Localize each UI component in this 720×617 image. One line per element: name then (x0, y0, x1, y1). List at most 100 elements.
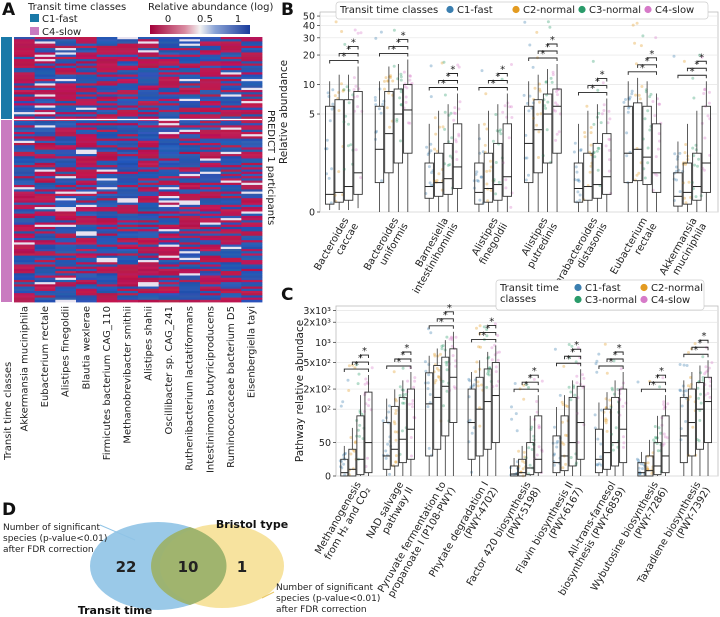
heatmap-cell (34, 251, 56, 254)
heatmap-cell (158, 218, 180, 221)
heatmap-cell (200, 202, 222, 206)
heatmap-cell (117, 94, 139, 98)
jitter-point (528, 94, 532, 98)
heatmap-cell (158, 242, 180, 245)
y-tick-label: 2x10³ (303, 318, 331, 329)
heatmap-cell (76, 96, 98, 100)
y-tick-label: 5 (309, 110, 315, 121)
jitter-point (672, 54, 676, 58)
heatmap-cell (241, 193, 263, 197)
jitter-point (601, 81, 605, 85)
heatmap-cell (200, 284, 222, 287)
species-label: Intestinimonas butyriciproducens (205, 306, 216, 473)
jitter-point (537, 425, 541, 429)
jitter-point (370, 366, 374, 370)
jitter-point (624, 98, 627, 101)
heatmap-cell (158, 235, 180, 239)
jitter-point (596, 146, 600, 150)
heatmap-cell (76, 182, 98, 186)
heatmap-cell (14, 277, 36, 281)
jitter-point (699, 392, 702, 396)
jitter-point (383, 87, 386, 91)
heatmap-cell (158, 288, 180, 292)
jitter-point (474, 378, 478, 382)
jitter-point (342, 88, 345, 92)
jitter-point (573, 393, 577, 397)
heatmap-cell (14, 70, 36, 73)
jitter-point (635, 457, 639, 461)
heatmap-cell (117, 242, 139, 245)
heatmap-cell (241, 151, 263, 155)
heatmap-cell (241, 295, 263, 298)
heatmap-cell (55, 147, 77, 151)
heatmap-cell (158, 231, 180, 234)
heatmap-cell (96, 204, 118, 208)
heatmap-cell (14, 273, 36, 276)
jitter-point (445, 363, 449, 367)
heatmap-cell (138, 114, 160, 117)
heatmap-cell (76, 54, 98, 58)
jitter-point (395, 119, 399, 123)
heatmap-cell (76, 253, 98, 257)
heatmap-cell (117, 231, 139, 234)
heatmap-cell (34, 273, 56, 276)
jitter-point (556, 439, 560, 443)
heatmap-cell (55, 251, 77, 254)
jitter-point (562, 442, 566, 446)
heatmap-cell (96, 145, 118, 148)
jitter-point (433, 352, 436, 356)
significance-bracket (547, 43, 558, 48)
heatmap-cell (158, 255, 180, 259)
heatmap-cell (117, 244, 139, 248)
heatmap-cell (138, 295, 160, 298)
jitter-point (646, 467, 650, 471)
box-C2-normal (483, 152, 494, 203)
box-C2-normal (390, 405, 399, 467)
box-C4-slow (534, 415, 543, 474)
heatmap-cell (55, 282, 77, 285)
heatmap-cell (138, 290, 160, 294)
jitter-point (564, 433, 567, 437)
heatmap-cell (220, 171, 242, 175)
heatmap-cell (55, 156, 77, 159)
jitter-point (646, 461, 650, 465)
heatmap-cell (55, 237, 77, 241)
heatmap-cell (179, 83, 201, 86)
heatmap-cell (200, 65, 222, 69)
heatmap-cell (200, 59, 222, 62)
heatmap-cell (200, 127, 222, 131)
significance-bracket (657, 374, 667, 379)
heatmap-cell (220, 237, 242, 241)
heatmap-cell (200, 101, 222, 104)
heatmap-cell (200, 193, 222, 197)
heatmap-cell (138, 129, 160, 133)
heatmap-cell (179, 260, 201, 263)
significance-star: * (690, 66, 695, 77)
heatmap-cell (179, 268, 201, 272)
jitter-point (347, 88, 351, 92)
heatmap-cell (220, 279, 242, 283)
heatmap-cell (76, 171, 98, 175)
heatmap-cell (117, 275, 139, 279)
heatmap-cell (241, 231, 263, 234)
heatmap-cell (55, 246, 77, 250)
jitter-point (552, 463, 556, 467)
box-C3-normal (356, 415, 365, 476)
jitter-point (442, 404, 445, 408)
heatmap-cell (76, 59, 98, 62)
heatmap-cell (158, 246, 180, 250)
significance-star: * (699, 52, 704, 63)
heatmap-cell (76, 260, 98, 263)
jitter-point (524, 133, 528, 137)
jitter-point (354, 84, 358, 88)
heatmap-cell (76, 105, 98, 109)
jitter-point (379, 111, 383, 115)
heatmap-cell (179, 253, 201, 257)
jitter-point (578, 198, 582, 202)
heatmap-cell (117, 282, 139, 285)
heatmap-cell (55, 90, 77, 93)
significance-star: * (485, 323, 490, 334)
jitter-point (579, 148, 583, 152)
jitter-point (657, 102, 661, 106)
heatmap-cell (117, 120, 139, 124)
